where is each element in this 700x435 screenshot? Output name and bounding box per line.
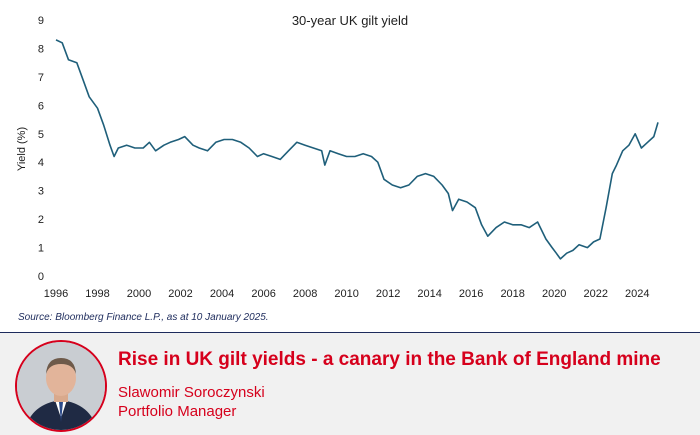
gilt-yield-chart: 30-year UK gilt yield Yield (%) 0 1 2 3 4 5 6 7… [16, 13, 659, 300]
x-tick-label: 2006 [251, 288, 275, 300]
x-tick-label: 1996 [44, 288, 68, 300]
y-tick-label: 5 [38, 129, 44, 141]
y-tick-label: 8 [38, 43, 44, 55]
x-tick-label: 2020 [542, 288, 566, 300]
y-tick-label: 2 [38, 214, 44, 226]
y-axis-label: Yield (%) [16, 127, 28, 171]
y-axis-ticks: 0 1 2 3 4 5 6 7 8 9 [38, 15, 44, 283]
y-tick-label: 1 [38, 243, 44, 255]
x-tick-label: 2004 [210, 288, 234, 300]
y-tick-label: 7 [38, 72, 44, 84]
author-info: Slawomir Soroczynski Portfolio Manager [118, 383, 265, 421]
author-role: Portfolio Manager [118, 403, 237, 420]
footer-divider [0, 332, 700, 333]
y-tick-label: 6 [38, 100, 44, 112]
x-tick-label: 2010 [334, 288, 358, 300]
y-tick-label: 3 [38, 186, 44, 198]
x-axis-ticks: 1996 1998 2000 2002 2004 2006 2008 2010 2012 2014… [44, 288, 650, 300]
author-name: Slawomir Soroczynski [118, 384, 265, 401]
y-tick-label: 4 [38, 157, 44, 169]
x-tick-label: 2024 [625, 288, 649, 300]
y-tick-label: 0 [38, 271, 44, 283]
article-headline[interactable]: Rise in UK gilt yields - a canary in the… [118, 349, 661, 370]
source-note: Source: Bloomberg Finance L.P., as at 10… [18, 312, 269, 323]
x-tick-label: 2018 [500, 288, 524, 300]
x-tick-label: 2016 [459, 288, 483, 300]
y-tick-label: 9 [38, 15, 44, 27]
x-tick-label: 2000 [127, 288, 151, 300]
x-tick-label: 2014 [417, 288, 441, 300]
x-tick-label: 2002 [168, 288, 192, 300]
x-tick-label: 2012 [376, 288, 400, 300]
x-tick-label: 2022 [583, 288, 607, 300]
person-portrait-icon [17, 342, 105, 430]
x-tick-label: 2008 [293, 288, 317, 300]
chart-title: 30-year UK gilt yield [292, 13, 408, 28]
yield-series-line [55, 39, 659, 260]
author-avatar [15, 340, 107, 432]
article-footer: Rise in UK gilt yields - a canary in the… [0, 333, 700, 435]
x-tick-label: 1998 [85, 288, 109, 300]
